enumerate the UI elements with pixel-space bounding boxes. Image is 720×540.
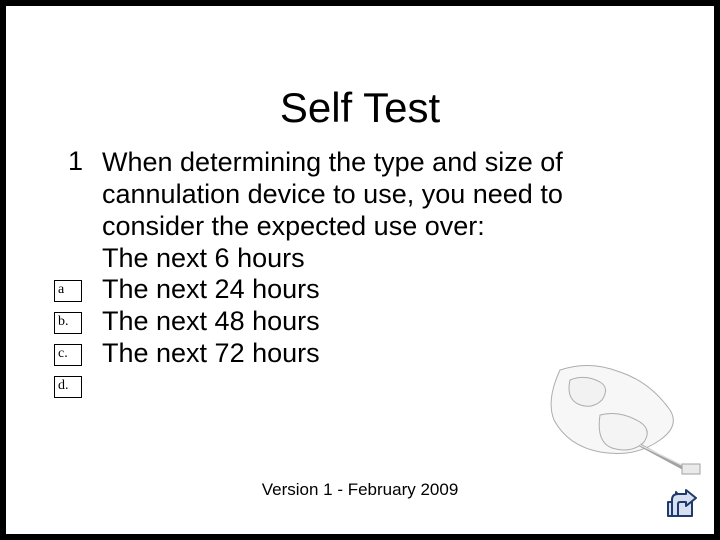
- version-footer: Version 1 - February 2009: [6, 480, 714, 500]
- question-number: 1: [68, 146, 83, 177]
- page-title: Self Test: [6, 84, 714, 132]
- option-button-d[interactable]: d.: [54, 376, 82, 398]
- option-label-c: The next 72 hours: [102, 338, 320, 369]
- option-button-b[interactable]: b.: [54, 312, 82, 334]
- question-stem: When determining the type and size of ca…: [102, 147, 563, 241]
- question-text: When determining the type and size of ca…: [102, 146, 662, 274]
- first-option-text: The next 6 hours: [102, 243, 305, 273]
- option-button-a[interactable]: a: [54, 280, 82, 302]
- option-label-a: The next 24 hours: [102, 274, 320, 305]
- hand-cannula-illustration: [540, 360, 710, 480]
- slide: Self Test 1 When determining the type an…: [6, 6, 714, 534]
- option-label-b: The next 48 hours: [102, 306, 320, 337]
- option-button-c[interactable]: c.: [54, 344, 82, 366]
- return-icon[interactable]: [662, 486, 702, 522]
